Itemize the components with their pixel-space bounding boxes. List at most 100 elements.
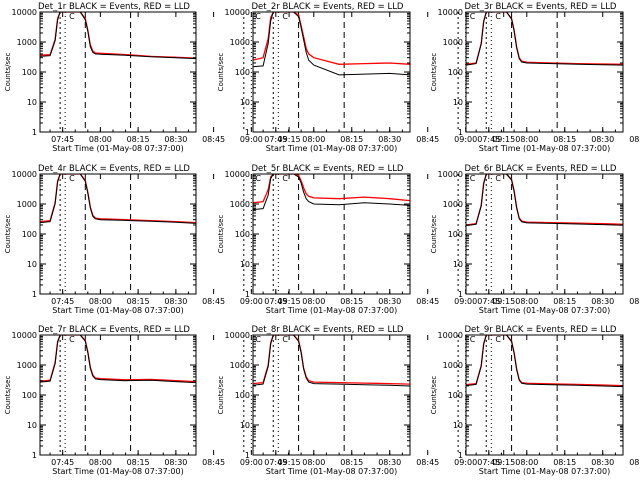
x-axis-label: Start Time (01-May-08 07:37:00) [52,306,183,315]
y-tick-label: 10 [453,98,463,107]
panel-title: Det_7r BLACK = Events, RED = LLD [38,325,190,335]
x-tick-label: 07:45 [264,297,287,306]
x-tick-label: 08:00 [302,458,325,467]
x-axis-label: Start Time (01-May-08 07:37:00) [479,467,610,476]
marker-label-c: C [255,12,261,21]
panel-title: Det_2r BLACK = Events, RED = LLD [252,2,404,12]
x-tick-label: 08:45 [416,458,439,467]
y-tick-label: 1000 [443,200,463,209]
x-tick-label: 08:00 [89,297,112,306]
y-tick-label: 100 [448,230,463,239]
y-axis-label: Counts/sec [217,53,225,92]
chart-panel-1: 1 10 100 1000 10000 07:45 08:00 08:15 08:30 08:45… [4,2,301,153]
marker-label-c: C [255,174,261,183]
series-line-lld [253,335,410,385]
plot-frame [252,334,411,456]
y-tick-label: 1000 [443,361,463,370]
y-tick-label: 100 [22,391,37,400]
x-tick-label: 08:00 [89,135,112,144]
series-line-events [253,174,410,211]
y-tick-label: 10 [453,260,463,269]
series-line-lld [466,174,623,226]
x-tick-label: 08:00 [515,297,538,306]
y-axis-label: Counts/sec [217,376,225,415]
panel-title: Det_8r BLACK = Events, RED = LLD [252,325,404,335]
chart-panel-5: 1 10 100 1000 10000 07:45 08:00 08:15 08:30 08:45… [217,164,515,315]
plot-frame [465,334,624,456]
x-axis-label: Start Time (01-May-08 07:37:00) [266,306,397,315]
y-axis-label: Counts/sec [4,53,12,92]
x-tick-label: 09:00 [454,297,477,306]
panel-title: Det_4r BLACK = Events, RED = LLD [38,164,190,174]
marker-label-c: C [69,12,75,21]
chart-panel-9: 1 10 100 1000 10000 07:45 08:00 08:15 08:30 08:45… [430,325,640,476]
x-tick-label: 08:00 [302,135,325,144]
marker-label-c: C [470,335,476,344]
y-tick-label: 10000 [438,331,463,340]
y-tick-label: 10000 [225,8,250,17]
y-tick-label: 1000 [17,200,37,209]
x-tick-label: 08:30 [591,458,614,467]
chart-panel-4: 1 10 100 1000 10000 07:45 08:00 08:15 08:30 08:45… [4,164,301,315]
y-tick-label: 100 [235,68,250,77]
x-tick-label: 08:30 [164,458,187,467]
x-axis-label: Start Time (01-May-08 07:37:00) [266,144,397,153]
x-tick-label: 08:30 [591,297,614,306]
panel-title: Det_1r BLACK = Events, RED = LLD [38,2,190,12]
y-tick-label: 100 [448,391,463,400]
x-tick-label: 08:45 [629,458,640,467]
x-tick-label: 08:15 [553,135,576,144]
x-axis-label: Start Time (01-May-08 07:37:00) [266,467,397,476]
y-tick-label: 1000 [17,38,37,47]
y-tick-label: 10000 [438,8,463,17]
marker-label-c: C [255,335,261,344]
x-tick-label: 08:30 [164,135,187,144]
y-tick-label: 10000 [12,8,37,17]
plot-frame [252,173,411,295]
marker-label-c: C [69,335,75,344]
plot-frame [465,173,624,295]
y-tick-label: 10 [240,421,250,430]
y-tick-label: 1000 [230,200,250,209]
y-tick-label: 100 [22,68,37,77]
y-tick-label: 100 [22,230,37,239]
x-tick-label: 09:00 [240,135,263,144]
x-axis-label: Start Time (01-May-08 07:37:00) [479,306,610,315]
x-tick-label: 08:15 [553,297,576,306]
y-axis-label: Counts/sec [4,215,12,254]
plot-frame [39,334,197,456]
y-tick-label: 1 [32,451,37,460]
series-line-events [466,12,623,66]
x-tick-label: 09:15 [278,297,301,306]
x-tick-label: 08:00 [515,458,538,467]
series-line-lld [40,174,196,224]
x-tick-label: 08:45 [202,297,225,306]
x-tick-label: 09:00 [454,135,477,144]
x-tick-label: 07:45 [264,458,287,467]
y-tick-label: 10 [240,260,250,269]
marker-label-c: C [69,174,75,183]
y-tick-label: 1 [245,128,250,137]
chart-panel-7: 1 10 100 1000 10000 07:45 08:00 08:15 08:30 08:45… [4,325,301,476]
series-line-events [40,335,196,384]
y-tick-label: 1 [32,290,37,299]
x-tick-label: 08:30 [591,135,614,144]
y-tick-label: 1000 [443,38,463,47]
y-tick-label: 10000 [12,170,37,179]
y-tick-label: 10000 [12,331,37,340]
marker-label-c: C [282,174,288,183]
series-line-events [40,174,196,224]
x-tick-label: 08:15 [340,297,363,306]
x-tick-label: 08:15 [127,458,150,467]
x-tick-label: 08:15 [340,135,363,144]
panel-title: Det_3r BLACK = Events, RED = LLD [465,2,617,12]
series-line-lld [466,335,623,387]
x-tick-label: 09:15 [492,458,515,467]
x-tick-label: 07:45 [51,135,74,144]
chart-panel-6: 1 10 100 1000 10000 07:45 08:00 08:15 08:30 08:45… [430,164,640,315]
plot-frame [465,11,624,133]
x-tick-label: 08:00 [302,297,325,306]
y-tick-label: 1 [32,128,37,137]
x-tick-label: 08:45 [629,297,640,306]
y-axis-label: Counts/sec [217,215,225,254]
